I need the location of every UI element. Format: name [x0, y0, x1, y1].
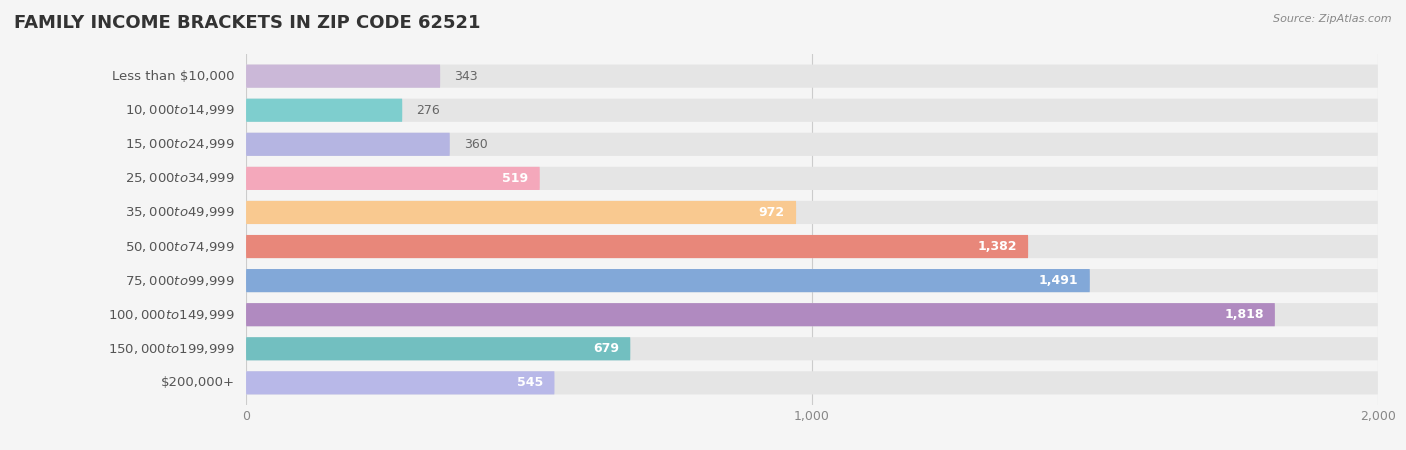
FancyBboxPatch shape	[246, 337, 1378, 360]
Text: $15,000 to $24,999: $15,000 to $24,999	[125, 137, 235, 151]
Text: 1,491: 1,491	[1039, 274, 1078, 287]
Text: FAMILY INCOME BRACKETS IN ZIP CODE 62521: FAMILY INCOME BRACKETS IN ZIP CODE 62521	[14, 14, 481, 32]
FancyBboxPatch shape	[246, 269, 1090, 292]
FancyBboxPatch shape	[246, 201, 1378, 224]
Text: $35,000 to $49,999: $35,000 to $49,999	[125, 206, 235, 220]
Text: 276: 276	[416, 104, 440, 117]
Text: Less than $10,000: Less than $10,000	[112, 70, 235, 83]
Text: $75,000 to $99,999: $75,000 to $99,999	[125, 274, 235, 288]
Text: $100,000 to $149,999: $100,000 to $149,999	[108, 308, 235, 322]
Text: $150,000 to $199,999: $150,000 to $199,999	[108, 342, 235, 356]
Text: 679: 679	[593, 342, 619, 355]
FancyBboxPatch shape	[246, 337, 630, 360]
Text: 1,818: 1,818	[1225, 308, 1264, 321]
FancyBboxPatch shape	[246, 167, 1378, 190]
Text: $50,000 to $74,999: $50,000 to $74,999	[125, 239, 235, 253]
FancyBboxPatch shape	[246, 99, 402, 122]
Text: 1,382: 1,382	[977, 240, 1017, 253]
Text: Source: ZipAtlas.com: Source: ZipAtlas.com	[1274, 14, 1392, 23]
Text: $25,000 to $34,999: $25,000 to $34,999	[125, 171, 235, 185]
FancyBboxPatch shape	[246, 64, 1378, 88]
FancyBboxPatch shape	[246, 371, 1378, 395]
FancyBboxPatch shape	[246, 303, 1378, 326]
FancyBboxPatch shape	[246, 269, 1378, 292]
FancyBboxPatch shape	[246, 235, 1028, 258]
FancyBboxPatch shape	[246, 167, 540, 190]
FancyBboxPatch shape	[246, 99, 1378, 122]
FancyBboxPatch shape	[246, 201, 796, 224]
FancyBboxPatch shape	[246, 64, 440, 88]
Text: $10,000 to $14,999: $10,000 to $14,999	[125, 103, 235, 117]
Text: 519: 519	[502, 172, 529, 185]
Text: $200,000+: $200,000+	[160, 376, 235, 389]
Text: 360: 360	[464, 138, 488, 151]
FancyBboxPatch shape	[246, 133, 450, 156]
Text: 545: 545	[517, 376, 543, 389]
FancyBboxPatch shape	[246, 371, 554, 395]
FancyBboxPatch shape	[246, 303, 1275, 326]
FancyBboxPatch shape	[246, 235, 1378, 258]
FancyBboxPatch shape	[246, 133, 1378, 156]
Text: 972: 972	[759, 206, 785, 219]
Text: 343: 343	[454, 70, 478, 83]
